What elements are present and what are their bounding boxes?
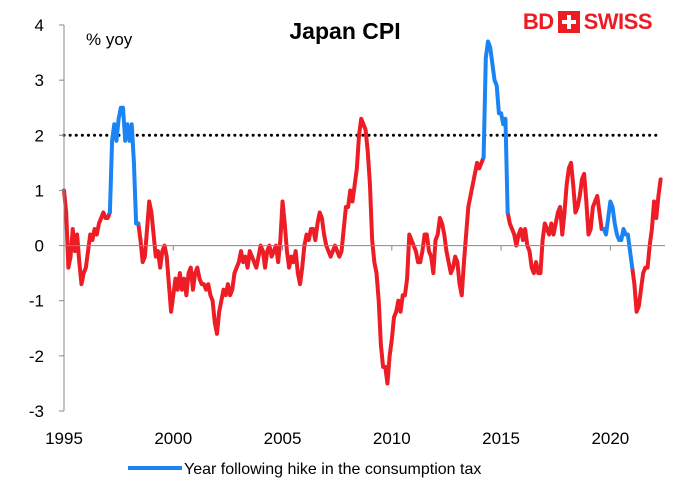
y-tick-label: 1 (35, 181, 44, 200)
x-tick-label: 2010 (373, 429, 411, 448)
y-tick-label: -1 (29, 292, 44, 311)
cpi-series-line (62, 188, 112, 287)
legend-label: Year following hike in the consumption t… (184, 461, 481, 478)
x-tick-label: 2000 (154, 429, 192, 448)
series-layer (62, 39, 663, 386)
axis-layer (59, 24, 665, 412)
legend: Year following hike in the consumption t… (128, 461, 481, 478)
cpi-series-line (136, 116, 486, 386)
x-tick-label: 1995 (45, 429, 83, 448)
x-tick-label: 2020 (591, 429, 629, 448)
y-tick-label: 4 (35, 16, 44, 35)
y-tick-label: -2 (29, 347, 44, 366)
tax-hike-series-line (481, 39, 510, 215)
tick-label-layer: -3 -2 -1 0 1 2 3 4 1995 2000 2005 2010 2015 2020 (29, 16, 629, 448)
tax-hike-series-line (601, 199, 635, 270)
brand-bd-text: BD (522, 9, 554, 34)
y-tick-label: 2 (35, 126, 44, 145)
y-tick-label: 3 (35, 71, 44, 90)
brand-logo: BD SWISS (522, 8, 653, 36)
x-tick-label: 2015 (482, 429, 520, 448)
y-axis-unit-label: % yoy (86, 30, 133, 49)
tax-hike-series-line (107, 105, 141, 226)
y-tick-label: 0 (35, 237, 44, 256)
chart-title: Japan CPI (289, 18, 400, 44)
brand-swiss-text: SWISS (583, 9, 653, 34)
cpi-series-line (630, 177, 663, 314)
x-tick-label: 2005 (264, 429, 302, 448)
swiss-cross-icon (557, 11, 580, 33)
y-tick-label: -3 (29, 402, 44, 421)
cpi-series-line (505, 160, 606, 276)
